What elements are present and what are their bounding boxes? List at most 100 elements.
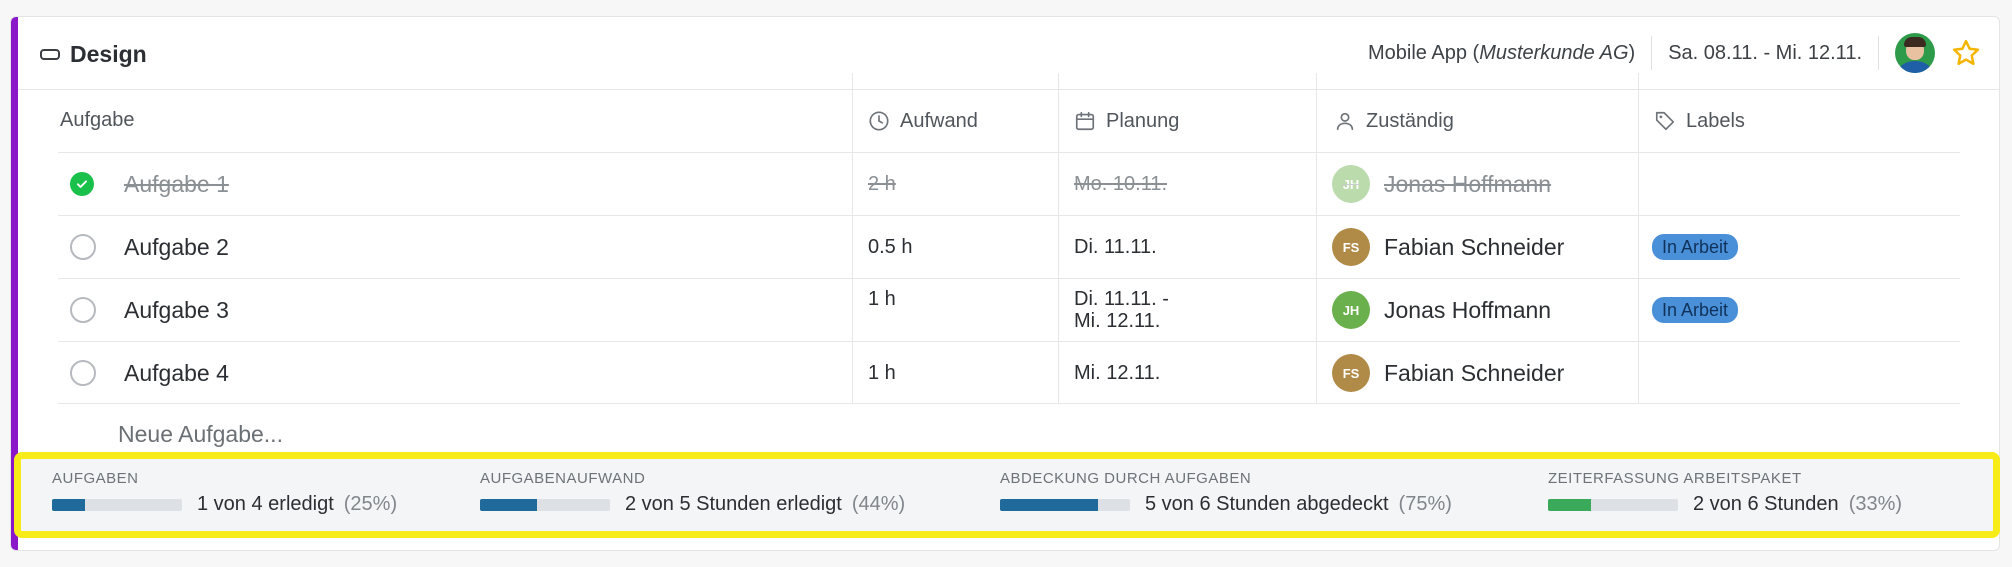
task-name[interactable]: Aufgabe 3 bbox=[124, 279, 844, 341]
stat-value: 1 von 4 erledigt bbox=[197, 493, 334, 515]
project-name: Mobile App ( bbox=[1368, 41, 1480, 64]
avatar: JH bbox=[1332, 291, 1370, 329]
column-divider bbox=[852, 73, 853, 403]
column-divider bbox=[1638, 73, 1639, 403]
progress-summary: AUFGABEN 1 von 4 erledigt (25%) AUFGABEN… bbox=[14, 452, 2000, 538]
avatar: FS bbox=[1332, 354, 1370, 392]
title-group[interactable]: Design bbox=[40, 39, 147, 69]
row-divider bbox=[58, 152, 1960, 153]
accent-stripe bbox=[11, 17, 18, 550]
row-divider bbox=[58, 403, 1960, 404]
planning-date: Mi. 12.11. bbox=[1074, 362, 1161, 384]
table-row[interactable]: Aufgabe 2 0.5 h Di. 11.11. FS Fabian Sch… bbox=[58, 216, 1960, 278]
stat-title: ABDECKUNG DURCH AUFGABEN bbox=[1000, 470, 1252, 487]
avatar-initials: JH bbox=[1342, 302, 1360, 318]
column-assignee-label: Zuständig bbox=[1366, 109, 1454, 132]
table-row[interactable]: Aufgabe 4 1 h Mi. 12.11. FS Fabian Schne… bbox=[58, 342, 1960, 404]
task-title: Aufgabe 3 bbox=[124, 296, 229, 323]
task-name[interactable]: Aufgabe 1 bbox=[124, 153, 844, 215]
task-labels[interactable]: In Arbeit bbox=[1652, 279, 1952, 341]
column-divider bbox=[1316, 73, 1317, 403]
task-assignee[interactable]: JH Jonas Hoffmann bbox=[1332, 153, 1652, 215]
task-name[interactable]: Aufgabe 2 bbox=[124, 216, 844, 278]
column-divider bbox=[1058, 73, 1059, 403]
effort-value: 0.5 h bbox=[868, 236, 913, 258]
task-status bbox=[70, 342, 110, 404]
column-effort-label: Aufwand bbox=[900, 109, 978, 132]
table-row[interactable]: Aufgabe 3 1 h Di. 11.11. - Mi. 12.11. JH … bbox=[58, 279, 1960, 341]
stat-percent: (75%) bbox=[1398, 493, 1452, 515]
task-planning[interactable]: Di. 11.11. bbox=[1074, 216, 1324, 278]
person-icon bbox=[1336, 112, 1354, 131]
status-badge[interactable]: In Arbeit bbox=[1652, 234, 1739, 260]
task-title: Aufgabe 1 bbox=[124, 170, 229, 197]
task-planning[interactable]: Mi. 12.11. bbox=[1074, 342, 1324, 404]
avatar[interactable] bbox=[1895, 33, 1935, 73]
stat-percent: (44%) bbox=[851, 493, 906, 515]
header-meta: Mobile App (Musterkunde AG) Sa. 08.11. -… bbox=[1368, 31, 1981, 75]
table-row[interactable]: Aufgabe 1 2 h Mo. 10.11. JH Jonas Hoffma… bbox=[58, 153, 1960, 215]
task-assignee[interactable]: FS Fabian Schneider bbox=[1332, 342, 1652, 404]
project-close: ) bbox=[1628, 41, 1636, 64]
stat-task-effort: AUFGABENAUFWAND 2 von 5 Stunden erledigt… bbox=[480, 470, 905, 516]
assignee-name: Fabian Schneider bbox=[1384, 359, 1565, 386]
column-planning[interactable]: Planung bbox=[1074, 100, 1179, 142]
column-task[interactable]: Aufgabe bbox=[60, 100, 135, 140]
task-checkbox[interactable] bbox=[70, 234, 96, 260]
task-planning[interactable]: Mo. 10.11. bbox=[1074, 153, 1324, 215]
effort-value: 1 h bbox=[868, 362, 896, 384]
card-header: Design Mobile App (Musterkunde AG) Sa. 0… bbox=[18, 17, 1999, 90]
task-checkbox[interactable] bbox=[70, 360, 96, 386]
stat-value: 5 von 6 Stunden abgedeckt bbox=[1145, 493, 1389, 515]
effort-value: 2 h bbox=[868, 173, 896, 195]
row-divider bbox=[58, 215, 1960, 216]
progress-bar bbox=[1000, 498, 1130, 511]
task-assignee[interactable]: JH Jonas Hoffmann bbox=[1332, 279, 1652, 341]
task-status bbox=[70, 153, 110, 215]
task-effort[interactable]: 0.5 h bbox=[868, 216, 1068, 278]
task-planning[interactable]: Di. 11.11. - Mi. 12.11. bbox=[1074, 279, 1324, 341]
progress-fill bbox=[52, 498, 85, 511]
task-checkbox[interactable] bbox=[70, 297, 96, 323]
project-link[interactable]: Mobile App (Musterkunde AG) bbox=[1368, 42, 1635, 65]
page-title: Design bbox=[70, 40, 147, 67]
task-assignee[interactable]: FS Fabian Schneider bbox=[1332, 216, 1652, 278]
stat-coverage: ABDECKUNG DURCH AUFGABEN 5 von 6 Stunden… bbox=[1000, 470, 1452, 516]
progress-bar bbox=[52, 498, 182, 511]
progress-fill bbox=[1000, 498, 1098, 511]
row-divider bbox=[58, 278, 1960, 279]
task-effort[interactable]: 2 h bbox=[868, 153, 1068, 215]
task-labels[interactable] bbox=[1652, 342, 1952, 404]
column-effort[interactable]: Aufwand bbox=[868, 100, 978, 142]
avatar: JH bbox=[1332, 165, 1370, 203]
task-effort[interactable]: 1 h bbox=[868, 342, 1068, 404]
stat-value: 2 von 6 Stunden bbox=[1693, 493, 1839, 515]
new-task-input[interactable]: Neue Aufgabe... bbox=[118, 421, 283, 447]
task-status bbox=[70, 216, 110, 278]
completed-checkmark-icon[interactable] bbox=[70, 172, 94, 196]
column-task-label: Aufgabe bbox=[60, 108, 135, 131]
task-labels[interactable] bbox=[1652, 153, 1952, 215]
task-labels[interactable]: In Arbeit bbox=[1652, 216, 1952, 278]
planning-date: Di. 11.11. bbox=[1074, 236, 1157, 258]
clock-icon bbox=[869, 111, 889, 131]
column-assignee[interactable]: Zuständig bbox=[1334, 100, 1454, 142]
planning-date: Mo. 10.11. bbox=[1074, 173, 1168, 195]
star-icon[interactable] bbox=[1951, 38, 1981, 68]
progress-fill bbox=[1548, 498, 1591, 511]
divider bbox=[1878, 36, 1879, 70]
task-effort[interactable]: 1 h bbox=[868, 279, 1068, 341]
client-name: Musterkunde AG bbox=[1479, 41, 1629, 64]
status-badge[interactable]: In Arbeit bbox=[1652, 297, 1739, 323]
task-name[interactable]: Aufgabe 4 bbox=[124, 342, 844, 404]
stat-percent: (25%) bbox=[343, 493, 398, 515]
date-range[interactable]: Sa. 08.11. - Mi. 12.11. bbox=[1668, 41, 1862, 64]
column-labels[interactable]: Labels bbox=[1654, 100, 1745, 142]
task-title: Aufgabe 2 bbox=[124, 233, 229, 260]
stat-value: 2 von 5 Stunden erledigt bbox=[625, 493, 842, 515]
avatar: FS bbox=[1332, 228, 1370, 266]
avatar-initials: FS bbox=[1342, 365, 1360, 381]
stat-percent: (33%) bbox=[1848, 493, 1903, 515]
package-icon bbox=[40, 48, 60, 60]
avatar-initials: FS bbox=[1342, 239, 1360, 255]
